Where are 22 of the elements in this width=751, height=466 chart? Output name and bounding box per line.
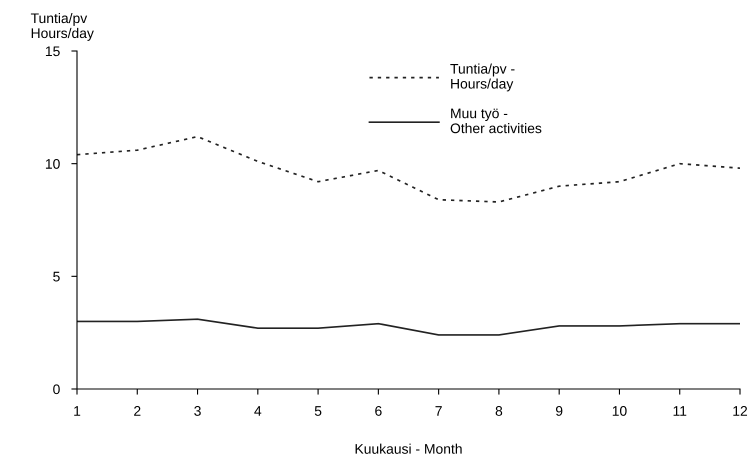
legend-label: Muu työ - Other activities	[450, 108, 542, 134]
x-tick-label: 12	[733, 406, 748, 416]
x-tick-label: 9	[556, 406, 562, 416]
x-tick-label: 7	[435, 406, 442, 416]
line-series	[77, 318, 740, 336]
x-tick-label: 11	[674, 406, 686, 416]
y-tick-label: 0	[53, 384, 60, 394]
x-tick-label: 10	[612, 406, 627, 416]
y-tick-label: 5	[53, 272, 60, 282]
y-tick-label: 10	[46, 159, 60, 169]
x-tick-label: 1	[74, 406, 80, 416]
y-axis-title: Tuntia/pv Hours/day	[30, 12, 94, 41]
x-tick-label: 4	[254, 406, 262, 416]
x-axis-title: Kuukausi - Month	[356, 444, 462, 454]
x-tick-label: 8	[496, 406, 502, 416]
legend-label: Tuntia/pv - Hours/day	[450, 64, 514, 92]
x-tick-label: 6	[375, 406, 382, 416]
y-tick-label: 15	[46, 46, 60, 56]
x-tick-label: 5	[314, 406, 322, 416]
x-tick-label: 2	[134, 406, 140, 416]
x-tick-label: 3	[194, 406, 201, 416]
line-series	[77, 136, 740, 203]
